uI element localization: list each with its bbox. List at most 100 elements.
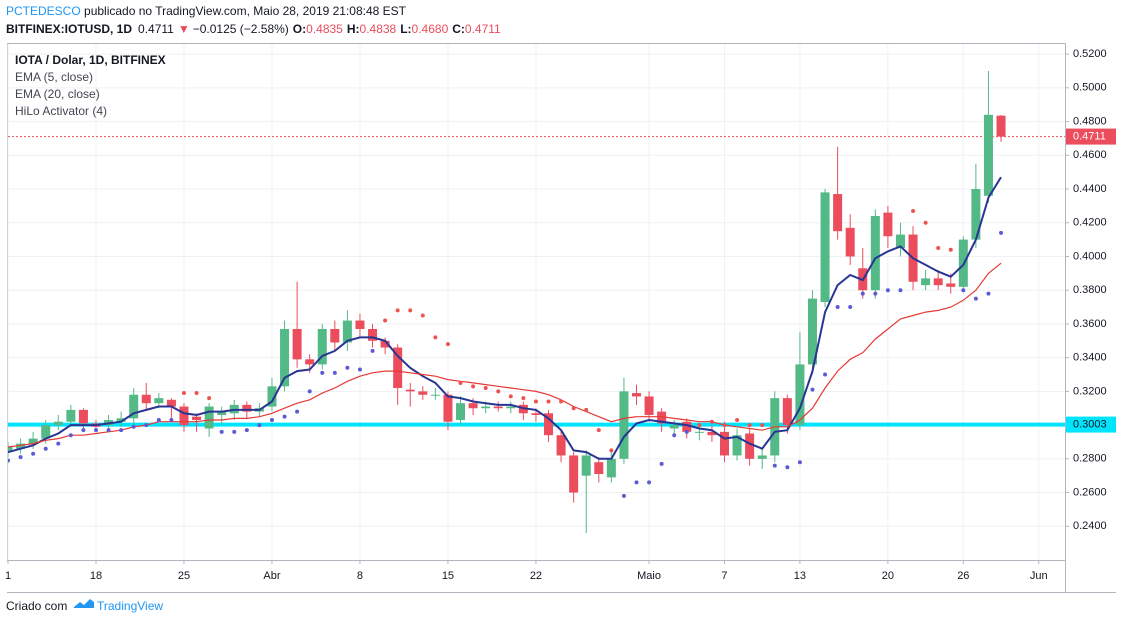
hilo-dot — [194, 391, 199, 396]
hilo-dot — [885, 288, 890, 293]
hilo-dot — [219, 429, 224, 434]
hilo-dot — [873, 291, 878, 296]
y-tick-label: 0.4800 — [1073, 115, 1107, 127]
legend-entry: EMA (20, close) — [15, 87, 100, 101]
hilo-dot — [860, 291, 865, 296]
indicator-line — [8, 262, 1002, 448]
hilo-dot — [370, 348, 375, 353]
hilo-dot — [735, 418, 740, 423]
candle-body — [204, 406, 214, 429]
candle-body — [531, 413, 541, 415]
hilo-dot — [559, 399, 564, 404]
candle-body — [719, 431, 729, 456]
change: −0.0125 (−2.58%) — [193, 22, 289, 36]
candle-body — [606, 458, 616, 478]
hilo-dot — [496, 389, 501, 394]
candle-body — [971, 189, 981, 240]
candle-body — [456, 403, 466, 421]
hilo-dot — [722, 423, 727, 428]
hilo-dot — [18, 455, 23, 460]
candle-body — [393, 347, 403, 388]
candle-body — [317, 328, 327, 365]
candle-body — [644, 396, 654, 415]
hilo-dot — [307, 389, 312, 394]
candle-body — [280, 328, 290, 387]
x-tick-label: 25 — [178, 570, 190, 582]
candle-body — [782, 398, 792, 426]
hilo-dot — [207, 396, 212, 401]
candle-body — [41, 425, 51, 439]
candle-body — [443, 394, 453, 422]
hilo-dot — [483, 386, 488, 390]
x-tick-label: 13 — [794, 570, 806, 582]
y-tick-label: 0.3200 — [1073, 385, 1107, 397]
price-label-box — [1066, 128, 1116, 145]
hilo-dot — [709, 419, 714, 424]
candle-body — [757, 455, 767, 459]
hilo-dot — [584, 407, 589, 412]
y-tick-label: 0.3600 — [1073, 318, 1107, 330]
x-tick-label: 26 — [957, 570, 969, 582]
hilo-dot — [332, 370, 337, 375]
hilo-dot — [257, 423, 262, 428]
hilo-dot — [445, 342, 450, 347]
hilo-dot — [848, 305, 853, 310]
logo — [74, 599, 94, 608]
candle-body — [870, 216, 880, 291]
published: publicado no TradingView.com, Maio 28, 2… — [81, 4, 407, 18]
hilo-dot — [383, 318, 388, 323]
candle-body — [16, 443, 26, 449]
symbol-line: BITFINEX:IOTUSD, 1D 0.4711 ▼ −0.0125 (−2.58… — [6, 22, 501, 36]
legend-entry: EMA (5, close) — [15, 70, 93, 84]
hilo-dot — [244, 428, 249, 433]
candle-body — [820, 192, 830, 302]
hilo-dot — [697, 423, 702, 428]
hilo-dot — [320, 370, 325, 375]
hilo-dot — [948, 247, 953, 252]
y-tick-label: 0.4200 — [1073, 217, 1107, 229]
arrow: ▼ — [178, 22, 190, 36]
hilo-dot — [31, 451, 36, 456]
candle-body — [745, 433, 755, 459]
footer-brand[interactable]: TradingView — [97, 599, 163, 613]
candle-body — [694, 431, 704, 433]
hilo-dot — [785, 465, 790, 470]
candle-body — [342, 320, 352, 343]
o-value: 0.4835 — [306, 22, 343, 36]
candle-body — [129, 394, 139, 419]
x-tick-label: 20 — [882, 570, 894, 582]
hilo-dot — [647, 480, 652, 485]
candle-body — [946, 283, 956, 287]
hilo-dot — [810, 387, 815, 392]
o-label: O: — [293, 22, 306, 36]
price-label-box — [1066, 416, 1116, 433]
hilo-dot — [156, 418, 161, 423]
candle-body — [493, 406, 503, 409]
hilo-dot — [93, 428, 98, 433]
candle-body — [217, 411, 227, 415]
plot-area — [8, 70, 1065, 534]
hilo-dot — [56, 441, 61, 446]
hilo-dot — [471, 384, 476, 389]
candle-body — [242, 404, 252, 412]
candle-body — [833, 194, 843, 232]
candle-body — [669, 425, 679, 429]
hilo-dot — [295, 409, 300, 414]
hilo-dot — [684, 429, 689, 434]
candle-body — [468, 403, 478, 409]
candle-body — [166, 399, 176, 407]
hilo-dot — [181, 391, 186, 396]
candle-body — [556, 435, 566, 456]
candle-body — [707, 431, 717, 436]
h-label: H: — [347, 22, 360, 36]
hilo-dot — [43, 446, 48, 451]
hilo-dot — [345, 365, 350, 370]
candle-body — [192, 416, 202, 421]
hilo-dot — [119, 428, 124, 433]
c-value: 0.4711 — [465, 22, 501, 36]
author[interactable]: PCTEDESCO — [6, 4, 81, 18]
x-tick-label: Maio — [637, 570, 661, 582]
hilo-dot — [169, 418, 174, 423]
hilo-dot — [898, 288, 903, 293]
hilo-dot — [999, 230, 1004, 235]
